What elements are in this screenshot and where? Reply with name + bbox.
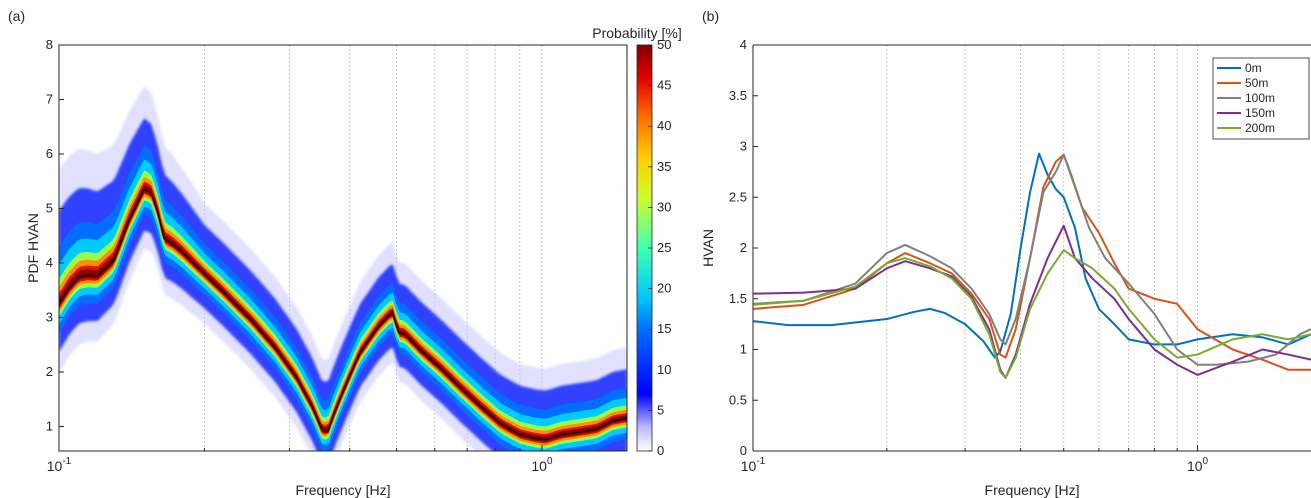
- ylabel-a: PDF HVAN: [25, 213, 41, 283]
- b-ytick-label: 4: [740, 37, 747, 52]
- legend-label: 0m: [1245, 61, 1262, 75]
- xlabel-b: Frequency [Hz]: [985, 482, 1080, 498]
- series-line-200m: [753, 249, 1311, 379]
- b-ytick-label: 1.5: [729, 291, 747, 306]
- axes-a: 10-1 100 1 2 3 4 5 6 7 8: [46, 37, 553, 474]
- colorbar-tick-label: 40: [657, 118, 671, 133]
- b-ytick-label: 3: [740, 139, 747, 154]
- series-line-50m: [753, 153, 1311, 371]
- a-ytick-label: 3: [46, 309, 53, 324]
- panel-label-b: (b): [702, 8, 719, 24]
- colorbar-tick-label: 5: [657, 402, 664, 417]
- a-ytick-label: 7: [46, 91, 53, 106]
- axes-box-a: [58, 44, 628, 452]
- b-ytick-label: 2: [740, 240, 747, 255]
- series-line-150m: [753, 224, 1311, 379]
- colorbar-title: Probability [%]: [592, 25, 681, 41]
- colorbar-tick-label: 50: [657, 37, 671, 52]
- legend-label: 50m: [1245, 76, 1268, 90]
- a-ytick-label: 4: [46, 255, 53, 270]
- median-curve: [59, 188, 627, 441]
- probability-band: [59, 118, 627, 451]
- xlabel-a: Frequency [Hz]: [296, 482, 391, 498]
- colorbar-tick-label: 35: [657, 159, 671, 174]
- series-layer-b: [753, 152, 1311, 379]
- b-xtick-label: 100: [1187, 456, 1209, 474]
- panel-label-a: (a): [8, 8, 25, 24]
- a-ytick-label: 5: [46, 200, 53, 215]
- colorbar-tick-label: 45: [657, 78, 671, 93]
- colorbar-tick-label: 25: [657, 240, 671, 255]
- a-xtick-label: 10-1: [47, 456, 72, 474]
- colorbar-ticks: 0 5 10 15 20 25 30 35 40 45 50: [648, 37, 671, 458]
- a-ytick-label: 1: [46, 418, 53, 433]
- b-ytick-label: 0: [740, 443, 747, 458]
- b-ytick-label: 1: [740, 342, 747, 357]
- a-ytick-label: 2: [46, 364, 53, 379]
- b-xtick-label: 10-1: [741, 456, 766, 474]
- colorbar-tick-label: 10: [657, 362, 671, 377]
- colorbar-tick-label: 15: [657, 321, 671, 336]
- b-ytick-label: 2.5: [729, 189, 747, 204]
- series-line-100m: [753, 153, 1311, 366]
- axes-b: 10-1 100 0 0.5 1 1.5 2 2.5 3 3.5 4: [729, 37, 1209, 474]
- legend-label: 150m: [1245, 106, 1275, 120]
- a-xtick-label: 100: [531, 456, 553, 474]
- legend-label: 100m: [1245, 91, 1275, 105]
- colorbar-tick-label: 20: [657, 281, 671, 296]
- legend-label: 200m: [1245, 121, 1275, 135]
- probability-band: [59, 86, 627, 451]
- b-ytick-label: 3.5: [729, 88, 747, 103]
- a-ytick-label: 8: [46, 37, 53, 52]
- median-curve-layer: [59, 188, 627, 441]
- b-ytick-label: 0.5: [729, 392, 747, 407]
- a-ytick-label: 6: [46, 146, 53, 161]
- series-line-0m: [753, 152, 1311, 359]
- colorbar-tick-label: 30: [657, 199, 671, 214]
- ylabel-b: HVAN: [700, 229, 716, 267]
- colorbar-tick-label: 0: [657, 443, 664, 458]
